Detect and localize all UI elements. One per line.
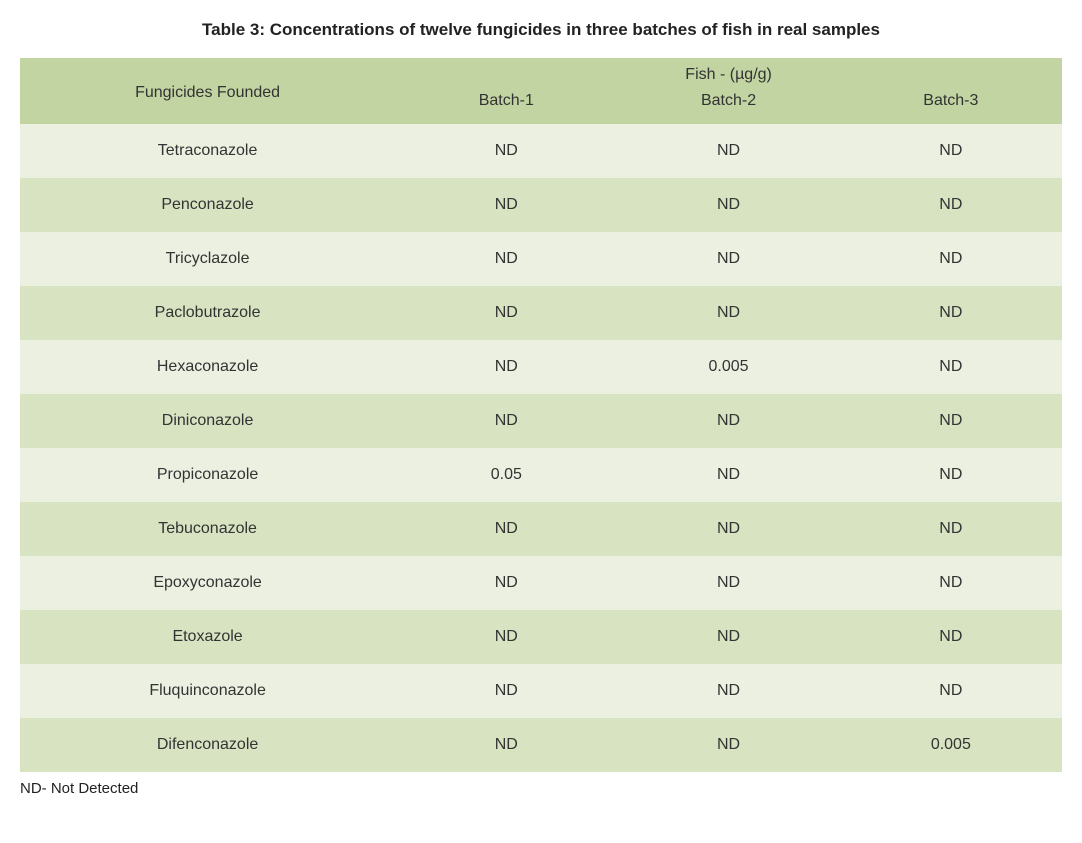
cell-value: ND	[617, 502, 839, 556]
fungicide-name: Propiconazole	[20, 448, 395, 502]
cell-value: 0.005	[840, 718, 1062, 772]
cell-value: ND	[395, 610, 617, 664]
cell-value: ND	[840, 502, 1062, 556]
table-title: Table 3: Concentrations of twelve fungic…	[20, 20, 1062, 40]
table-row: DiniconazoleNDNDND	[20, 394, 1062, 448]
fungicide-name: Tetraconazole	[20, 124, 395, 178]
cell-value: ND	[617, 556, 839, 610]
footnote: ND- Not Detected	[20, 780, 1062, 797]
cell-value: ND	[617, 286, 839, 340]
cell-value: ND	[840, 448, 1062, 502]
table-row: Propiconazole0.05NDND	[20, 448, 1062, 502]
table-row: EpoxyconazoleNDNDND	[20, 556, 1062, 610]
header-group-label: Fish - (µg/g)	[395, 58, 1062, 88]
cell-value: ND	[617, 232, 839, 286]
cell-value: ND	[617, 178, 839, 232]
cell-value: ND	[395, 286, 617, 340]
fungicide-name: Etoxazole	[20, 610, 395, 664]
table-row: HexaconazoleND0.005ND	[20, 340, 1062, 394]
cell-value: ND	[395, 394, 617, 448]
fungicide-name: Penconazole	[20, 178, 395, 232]
table-row: PaclobutrazoleNDNDND	[20, 286, 1062, 340]
cell-value: ND	[395, 232, 617, 286]
fungicide-table: Fungicides Founded Fish - (µg/g) Batch-1…	[20, 58, 1062, 772]
cell-value: ND	[840, 394, 1062, 448]
cell-value: ND	[840, 124, 1062, 178]
cell-value: ND	[395, 664, 617, 718]
cell-value: ND	[617, 718, 839, 772]
table-row: DifenconazoleNDND0.005	[20, 718, 1062, 772]
header-batch-2: Batch-2	[617, 88, 839, 124]
table-row: TebuconazoleNDNDND	[20, 502, 1062, 556]
cell-value: ND	[840, 340, 1062, 394]
header-batch-1: Batch-1	[395, 88, 617, 124]
table-row: FluquinconazoleNDNDND	[20, 664, 1062, 718]
cell-value: 0.005	[617, 340, 839, 394]
cell-value: ND	[617, 448, 839, 502]
fungicide-name: Hexaconazole	[20, 340, 395, 394]
cell-value: ND	[840, 178, 1062, 232]
fungicide-name: Difenconazole	[20, 718, 395, 772]
cell-value: ND	[617, 664, 839, 718]
cell-value: ND	[395, 178, 617, 232]
table-body: TetraconazoleNDNDNDPenconazoleNDNDNDTric…	[20, 124, 1062, 772]
fungicide-name: Diniconazole	[20, 394, 395, 448]
table-row: PenconazoleNDNDND	[20, 178, 1062, 232]
cell-value: ND	[840, 610, 1062, 664]
table-row: TricyclazoleNDNDND	[20, 232, 1062, 286]
header-row-label: Fungicides Founded	[20, 58, 395, 124]
cell-value: ND	[395, 340, 617, 394]
cell-value: ND	[840, 556, 1062, 610]
fungicide-name: Fluquinconazole	[20, 664, 395, 718]
cell-value: ND	[395, 556, 617, 610]
fungicide-name: Epoxyconazole	[20, 556, 395, 610]
cell-value: ND	[395, 502, 617, 556]
cell-value: ND	[617, 394, 839, 448]
cell-value: ND	[395, 718, 617, 772]
fungicide-name: Tricyclazole	[20, 232, 395, 286]
table-row: TetraconazoleNDNDND	[20, 124, 1062, 178]
cell-value: ND	[840, 286, 1062, 340]
cell-value: ND	[395, 124, 617, 178]
fungicide-name: Paclobutrazole	[20, 286, 395, 340]
cell-value: ND	[617, 124, 839, 178]
cell-value: ND	[840, 664, 1062, 718]
table-row: EtoxazoleNDNDND	[20, 610, 1062, 664]
header-batch-3: Batch-3	[840, 88, 1062, 124]
fungicide-name: Tebuconazole	[20, 502, 395, 556]
cell-value: ND	[617, 610, 839, 664]
cell-value: 0.05	[395, 448, 617, 502]
cell-value: ND	[840, 232, 1062, 286]
